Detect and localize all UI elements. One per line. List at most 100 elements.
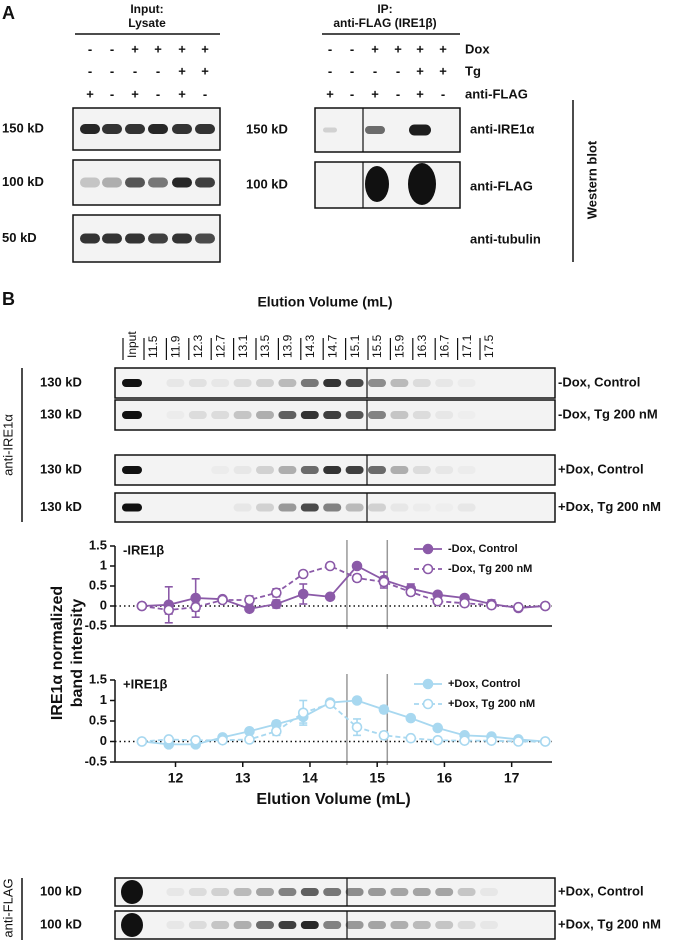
sign: + <box>326 86 334 101</box>
band <box>412 379 431 387</box>
chart-title: -IRE1β <box>123 542 164 557</box>
band <box>435 466 454 474</box>
band <box>125 124 145 134</box>
band <box>300 411 319 419</box>
point <box>190 592 201 604</box>
sign: + <box>416 63 424 78</box>
band <box>345 379 364 387</box>
band <box>390 379 409 387</box>
antibody-label: anti-FLAG <box>470 178 533 193</box>
sign: - <box>156 63 160 78</box>
sign: + <box>416 86 424 101</box>
marker-label: 100 kD <box>40 916 82 931</box>
group-title: anti-FLAG (IRE1β) <box>333 16 436 30</box>
lane-label: 15.5 <box>370 334 384 358</box>
band <box>323 379 342 387</box>
condition-label: +Dox, Control <box>558 461 644 476</box>
band <box>102 233 122 244</box>
band <box>323 503 342 512</box>
sign: - <box>441 86 445 101</box>
y-axis-label: band intensity <box>69 599 86 708</box>
point <box>351 572 363 584</box>
point <box>539 600 551 612</box>
point <box>324 560 336 572</box>
chart-title: +IRE1β <box>123 676 167 691</box>
band <box>122 466 142 474</box>
band <box>435 504 453 512</box>
point <box>244 594 255 606</box>
band <box>345 466 364 474</box>
band <box>166 888 185 896</box>
band <box>365 126 385 134</box>
point <box>244 603 255 615</box>
band <box>125 233 145 244</box>
band <box>278 888 297 896</box>
band <box>122 379 142 387</box>
sign: - <box>203 86 207 101</box>
band <box>390 921 409 929</box>
band <box>256 503 274 512</box>
lane-title: Elution Volume (mL) <box>257 294 392 310</box>
band <box>211 888 230 896</box>
band <box>256 921 274 929</box>
sign: + <box>394 41 402 56</box>
band <box>188 888 207 896</box>
sign: + <box>439 41 447 56</box>
band <box>412 921 431 929</box>
sign: + <box>439 63 447 78</box>
band <box>256 466 274 474</box>
sign: + <box>201 63 209 78</box>
band <box>195 177 215 188</box>
lane-label: 13.9 <box>281 334 295 358</box>
band <box>390 466 409 474</box>
band <box>345 888 364 896</box>
lane-label: 11.5 <box>146 335 160 358</box>
y-tick-label: 1.5 <box>89 537 107 552</box>
condition-label: -Dox, Tg 200 nM <box>558 406 658 421</box>
sign: + <box>178 63 186 78</box>
point <box>405 712 417 724</box>
legend-marker <box>422 543 434 555</box>
point <box>190 734 201 746</box>
lane-label: 14.7 <box>325 334 339 358</box>
y-axis-label: IRE1α normalized <box>49 586 66 720</box>
sign: + <box>131 86 139 101</box>
band <box>409 124 431 136</box>
band <box>233 503 252 512</box>
band <box>278 921 297 929</box>
band <box>122 411 142 419</box>
band <box>188 411 207 419</box>
band <box>188 921 207 929</box>
side-label: Western blot <box>584 140 599 219</box>
legend-label: -Dox, Control <box>448 543 518 555</box>
lane-label: 17.5 <box>482 334 496 358</box>
band <box>233 466 252 474</box>
point <box>405 586 417 598</box>
sign: - <box>156 86 160 101</box>
sign: - <box>350 63 354 78</box>
lane-label: 16.3 <box>415 334 429 358</box>
sign: - <box>396 86 400 101</box>
band <box>148 233 168 244</box>
condition-label: -Dox, Control <box>558 374 640 389</box>
lane-label: 15.9 <box>393 334 407 358</box>
point <box>513 736 524 747</box>
band <box>172 177 192 188</box>
sign: + <box>416 41 424 56</box>
x-axis-label: Elution Volume (mL) <box>256 791 410 808</box>
group-title: Input: <box>130 2 163 16</box>
sign: + <box>178 86 186 101</box>
marker-label: 100 kD <box>246 176 288 191</box>
point <box>244 734 255 745</box>
band <box>457 888 476 896</box>
y-tick-label: 0 <box>100 597 107 612</box>
sign: - <box>328 63 332 78</box>
condition-label: +Dox, Tg 200 nM <box>558 916 661 931</box>
condition-label: +Dox, Tg 200 nM <box>558 499 661 514</box>
x-tick-label: 12 <box>168 770 184 786</box>
series-line <box>141 565 546 611</box>
band <box>188 379 207 387</box>
point <box>297 568 309 580</box>
band <box>368 379 386 387</box>
